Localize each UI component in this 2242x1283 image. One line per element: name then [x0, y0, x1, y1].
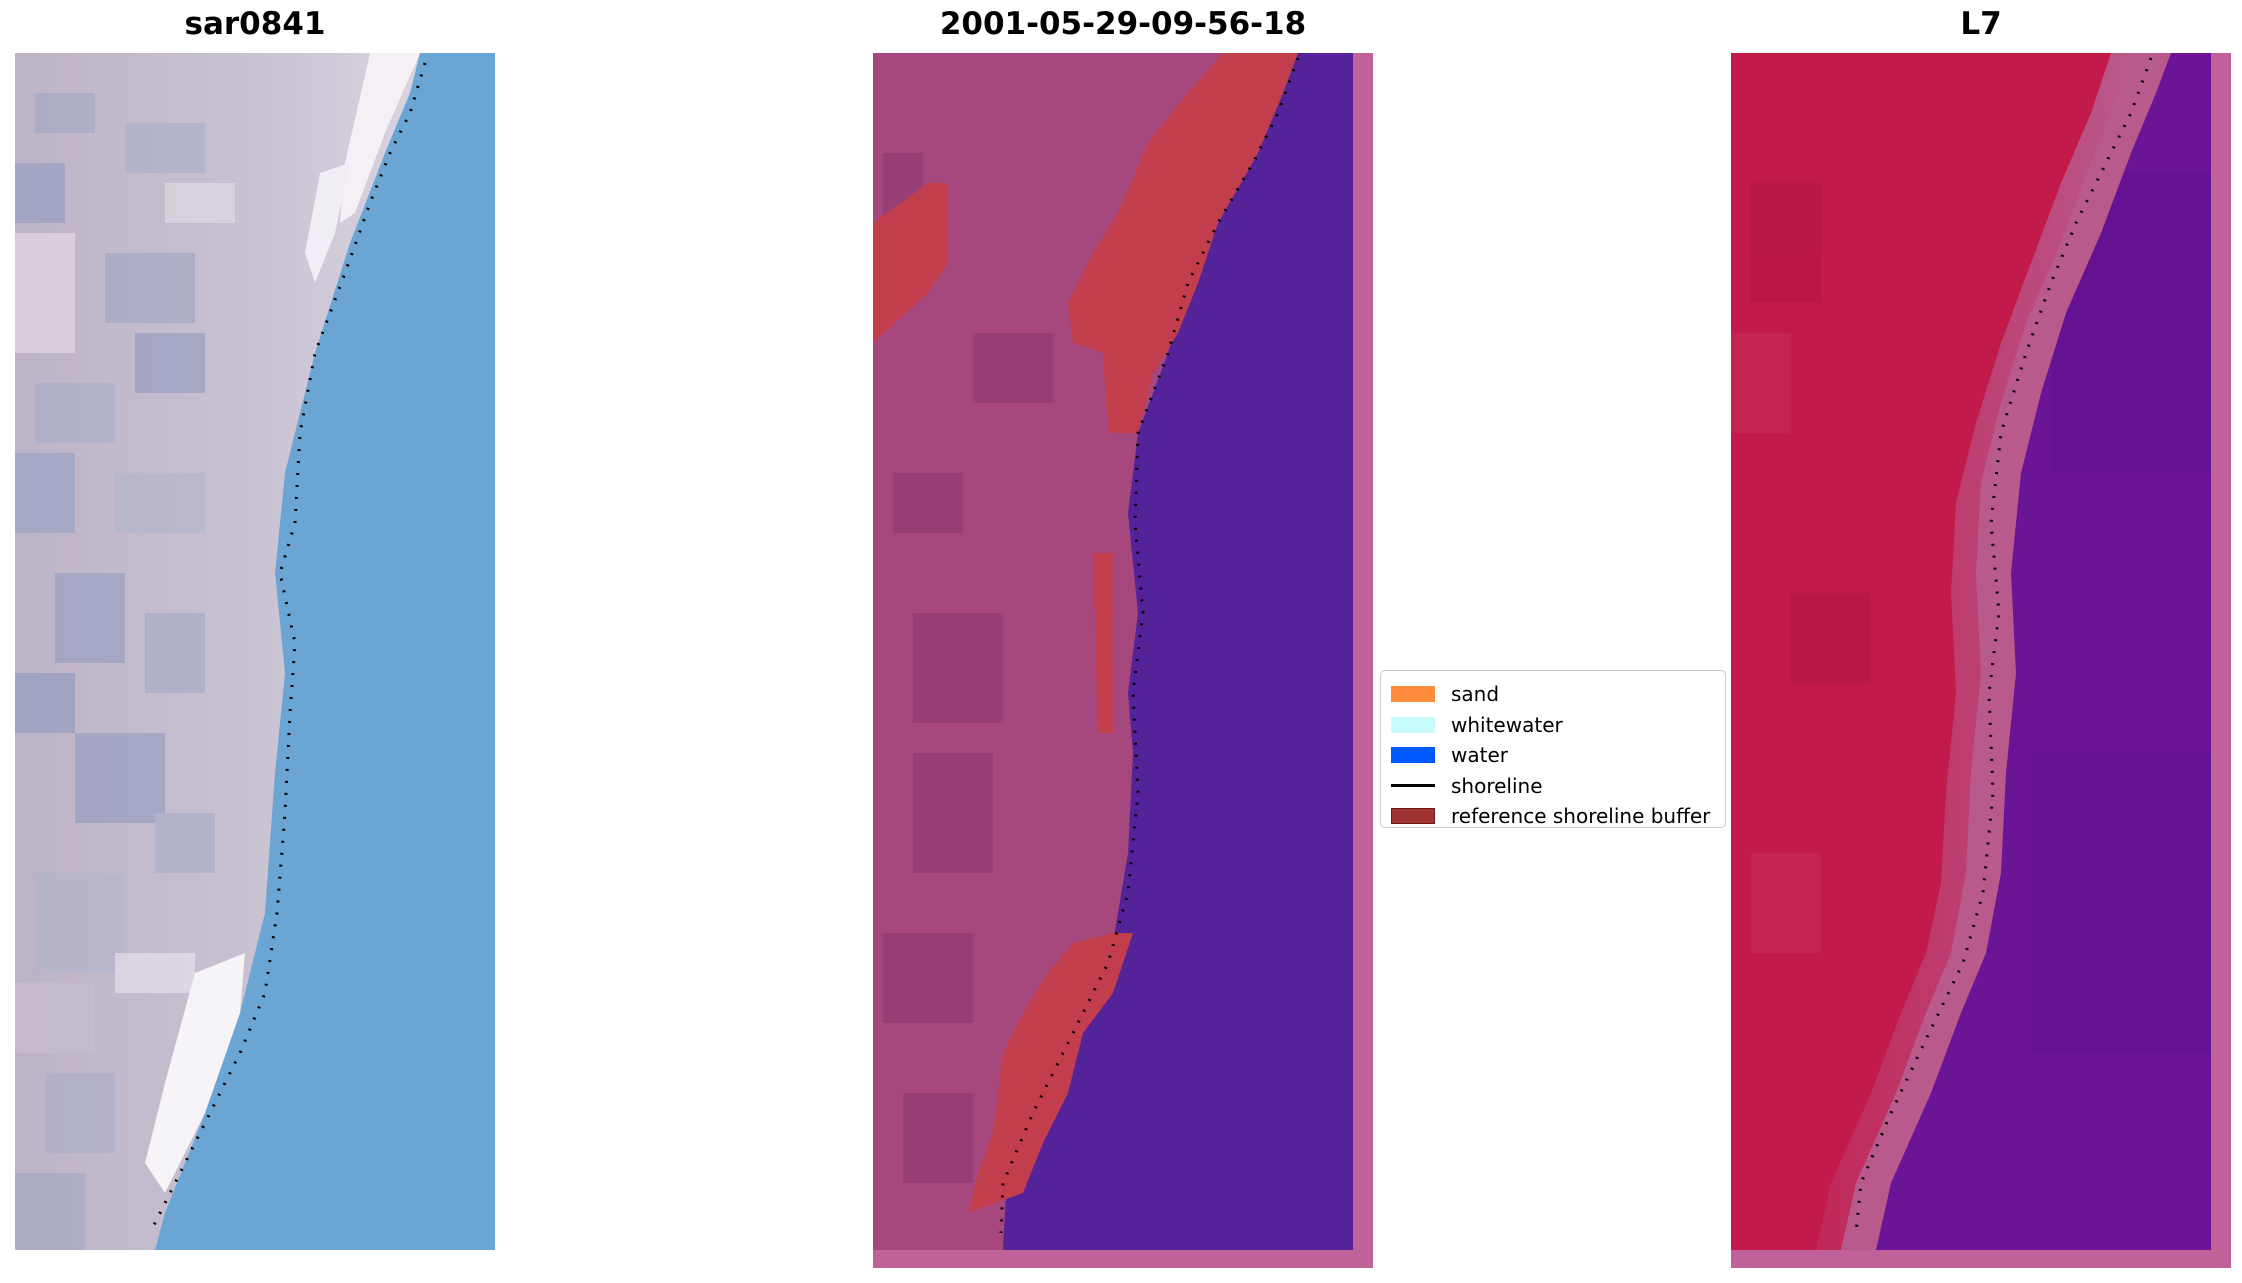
legend-item-shoreline: shoreline [1391, 771, 1715, 802]
panel-title-classified: 2001-05-29-09-56-18 [939, 6, 1307, 42]
legend-label: water [1451, 743, 1508, 768]
mndwi-image-panel [1731, 53, 2231, 1268]
classified-image-panel [873, 53, 1373, 1268]
water-swatch [1391, 747, 1435, 764]
panel-title-rgb: sar0841 [184, 6, 326, 42]
legend-item-water: water [1391, 740, 1715, 771]
rgb-image-panel [15, 53, 495, 1250]
legend-item-buffer: reference shoreline buffer [1391, 801, 1715, 832]
mndwi-image [1731, 53, 2231, 1268]
buffer-swatch [1391, 808, 1435, 825]
whitewater-swatch [1391, 716, 1435, 733]
legend-label: whitewater [1451, 712, 1563, 737]
legend-label: reference shoreline buffer [1451, 804, 1711, 829]
legend: sand whitewater water shoreline referenc… [1380, 670, 1726, 828]
shoreline-swatch [1391, 784, 1435, 788]
legend-label: shoreline [1451, 773, 1543, 798]
legend-item-whitewater: whitewater [1391, 710, 1715, 741]
legend-label: sand [1451, 682, 1500, 707]
panel-title-mndwi: L7 [1960, 6, 2002, 42]
classified-image [873, 53, 1373, 1268]
rgb-satellite-image [15, 53, 495, 1250]
sand-swatch [1391, 686, 1435, 703]
legend-item-sand: sand [1391, 679, 1715, 710]
